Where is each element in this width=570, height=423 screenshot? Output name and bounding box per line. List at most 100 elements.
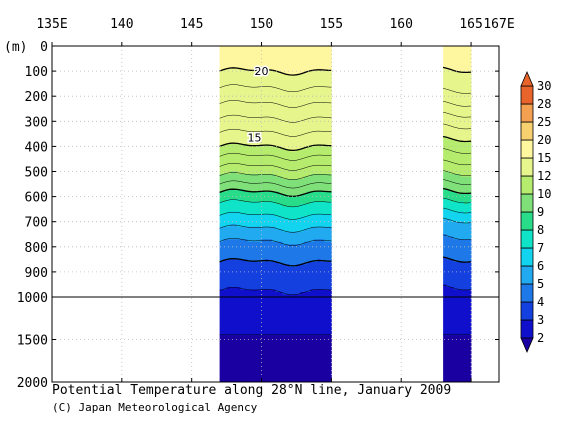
section-cell	[223, 266, 228, 270]
section-cell	[292, 307, 297, 311]
section-cell	[306, 377, 311, 381]
section-cell	[324, 126, 329, 130]
section-cell	[443, 168, 448, 172]
section-cell	[278, 249, 283, 253]
section-cell	[261, 348, 266, 351]
section-cell	[223, 78, 228, 82]
section-cell	[268, 305, 273, 309]
section-cell	[219, 98, 224, 102]
section-cell	[306, 206, 311, 210]
section-cell	[285, 311, 290, 315]
section-cell	[265, 303, 269, 306]
section-cell	[268, 318, 273, 321]
section-cell	[237, 138, 241, 142]
section-cell	[324, 158, 329, 162]
section-cell	[237, 318, 241, 321]
section-cell	[230, 73, 234, 77]
section-cell	[282, 335, 287, 338]
section-cell	[327, 174, 332, 177]
section-cell	[324, 131, 329, 135]
section-cell	[230, 88, 234, 92]
section-cell	[285, 314, 290, 317]
section-cell	[278, 78, 283, 82]
section-cell	[303, 328, 308, 332]
section-cell	[240, 204, 245, 208]
section-cell	[233, 136, 238, 140]
section-cell	[244, 328, 248, 332]
section-cell	[443, 335, 448, 338]
section-cell	[223, 231, 228, 235]
section-cell	[285, 118, 290, 122]
section-cell	[327, 350, 332, 353]
section-cell	[219, 123, 224, 127]
section-cell	[272, 53, 276, 57]
section-cell	[313, 261, 318, 265]
section-cell	[324, 311, 329, 315]
section-cell	[237, 174, 241, 177]
section-cell	[320, 286, 325, 290]
section-cell	[233, 291, 238, 295]
section-cell	[247, 184, 252, 187]
section-cell	[275, 56, 280, 59]
section-cell	[306, 350, 311, 353]
section-cell	[237, 371, 241, 374]
section-cell	[254, 123, 259, 127]
section-cell	[226, 289, 231, 293]
section-cell	[310, 301, 315, 304]
section-cell	[230, 199, 234, 203]
section-cell	[317, 98, 322, 102]
section-cell	[299, 254, 304, 258]
section-cell	[320, 303, 325, 306]
section-cell	[453, 176, 458, 180]
section-cell	[275, 259, 280, 263]
section-cell	[254, 186, 259, 190]
section-cell	[282, 163, 287, 167]
section-cell	[240, 73, 245, 77]
section-cell	[223, 101, 228, 105]
section-cell	[450, 356, 454, 360]
section-cell	[310, 229, 315, 233]
section-cell	[254, 71, 259, 75]
section-cell	[443, 305, 448, 309]
section-cell	[324, 236, 329, 240]
section-cell	[226, 158, 231, 162]
section-cell	[261, 337, 266, 340]
section-cell	[278, 234, 283, 238]
section-cell	[226, 46, 231, 49]
section-cell	[240, 284, 245, 288]
section-cell	[310, 337, 315, 340]
section-cell	[443, 234, 448, 238]
section-cell	[320, 113, 325, 117]
section-cell	[299, 289, 304, 293]
section-cell	[261, 236, 266, 240]
section-cell	[324, 171, 329, 175]
section-cell	[251, 128, 255, 132]
section-cell	[299, 168, 304, 172]
section-cell	[299, 161, 304, 165]
section-cell	[299, 174, 304, 177]
section-cell	[247, 88, 252, 92]
section-cell	[306, 341, 311, 345]
section-cell	[219, 128, 224, 132]
section-cell	[317, 53, 322, 57]
section-cell	[265, 48, 269, 52]
section-cell	[219, 179, 224, 182]
section-cell	[272, 128, 276, 132]
section-cell	[278, 206, 283, 210]
section-cell	[237, 201, 241, 205]
section-cell	[303, 106, 308, 110]
section-cell	[237, 352, 241, 355]
section-cell	[226, 101, 231, 105]
section-cell	[258, 56, 262, 59]
section-cell	[272, 326, 276, 330]
section-cell	[240, 224, 245, 228]
section-cell	[289, 226, 294, 230]
section-cell	[240, 68, 245, 72]
section-cell	[317, 373, 322, 377]
section-cell	[285, 61, 290, 64]
section-cell	[240, 365, 245, 368]
section-cell	[237, 141, 241, 145]
section-cell	[268, 341, 273, 345]
section-cell	[258, 281, 262, 285]
section-cell	[219, 333, 224, 336]
